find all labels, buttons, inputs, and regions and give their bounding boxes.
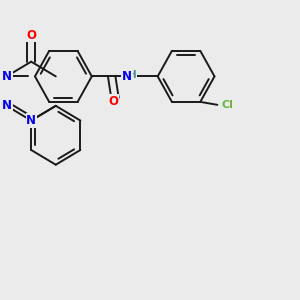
Text: O: O [109, 95, 119, 108]
Text: N: N [122, 70, 132, 83]
Text: N: N [2, 99, 12, 112]
Text: O: O [26, 29, 36, 42]
Text: N: N [26, 114, 36, 127]
Text: H: H [128, 70, 136, 80]
Text: N: N [2, 70, 12, 83]
Text: Cl: Cl [222, 100, 233, 110]
